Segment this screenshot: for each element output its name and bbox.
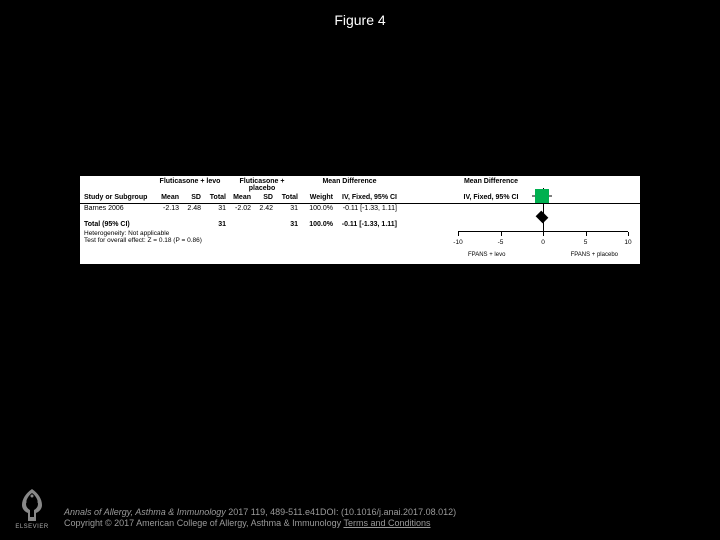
total-g1: 31 [201,221,226,228]
row-weight: 100.0% [298,205,333,212]
slide-footer: ELSEVIER Annals of Allergy, Asthma & Imm… [10,482,710,530]
study-marker [535,189,549,203]
g1-sd: 2.48 [179,205,201,212]
elsevier-tree-icon [12,487,52,523]
col-study: Study or Subgroup [84,194,154,201]
md-header-1: Mean Difference [298,178,401,192]
col-weight: Weight [298,194,333,201]
total-diamond [536,210,549,223]
citation-journal: Annals of Allergy, Asthma & Immunology [64,507,226,517]
total-label: Total (95% CI) [84,221,154,228]
col-g2-total: Total [273,194,298,201]
study-name: Barnes 2006 [84,205,154,212]
elsevier-logo: ELSEVIER [10,482,54,530]
col-g1-sd: SD [179,194,201,201]
forest-plot-graph: -10-50510 FPANS + levo FPANS + placebo [458,188,628,248]
col-ci-1: IV, Fixed, 95% CI [333,194,401,201]
elsevier-label: ELSEVIER [15,524,48,530]
total-g2: 31 [273,221,298,228]
group1-header: Fluticasone + levo [154,178,226,192]
total-ci: -0.11 [-1.33, 1.11] [333,221,401,228]
g1-mean: -2.13 [154,205,179,212]
total-weight: 100.0% [298,221,333,228]
forest-plot: Fluticasone + levo Fluticasone + placebo… [80,176,640,264]
col-g2-mean: Mean [226,194,251,201]
copyright-text: Copyright © 2017 American College of All… [64,518,343,528]
g2-mean: -2.02 [226,205,251,212]
col-g2-sd: SD [251,194,273,201]
col-g1-total: Total [201,194,226,201]
row-ci: -0.11 [-1.33, 1.11] [333,205,401,212]
axis-left-label: FPANS + levo [468,252,505,258]
g2-total: 31 [273,205,298,212]
col-g1-mean: Mean [154,194,179,201]
group2-header: Fluticasone + placebo [226,178,298,192]
citation-rest: 2017 119, 489-511.e41DOI: (10.1016/j.ana… [226,507,456,517]
axis-right-label: FPANS + placebo [571,252,618,258]
terms-link[interactable]: Terms and Conditions [343,518,430,528]
g2-sd: 2.42 [251,205,273,212]
figure-title: Figure 4 [334,12,385,28]
g1-total: 31 [201,205,226,212]
